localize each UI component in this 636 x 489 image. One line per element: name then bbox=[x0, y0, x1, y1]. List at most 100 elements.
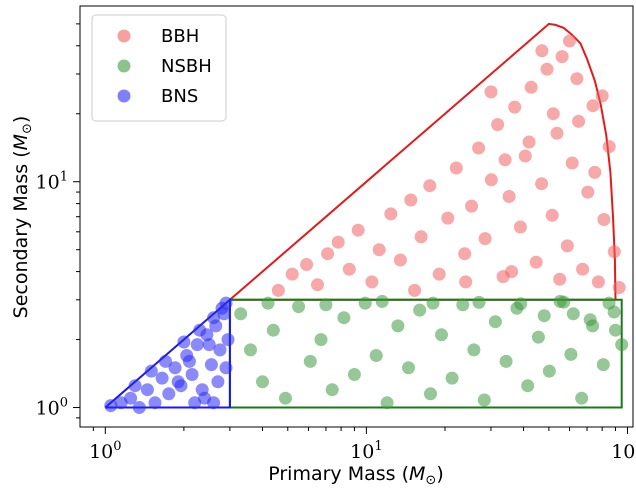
point-bbh-32 bbox=[540, 62, 554, 76]
point-bbh-11 bbox=[393, 253, 407, 267]
point-bbh-17 bbox=[449, 161, 463, 175]
point-nsbh-35 bbox=[615, 338, 629, 352]
point-bbh-22 bbox=[484, 173, 498, 187]
point-bbh-18 bbox=[458, 247, 472, 261]
point-nsbh-3 bbox=[266, 323, 280, 337]
point-bbh-19 bbox=[465, 199, 479, 213]
point-bbh-40 bbox=[581, 185, 595, 199]
point-bbh-31 bbox=[535, 177, 549, 191]
point-nsbh-9 bbox=[337, 311, 351, 325]
point-nsbh-7 bbox=[314, 333, 328, 347]
point-bbh-37 bbox=[565, 156, 579, 170]
point-bbh-36 bbox=[560, 239, 574, 253]
region-bbh bbox=[229, 22, 617, 301]
point-bbh-43 bbox=[597, 213, 611, 226]
point-bbh-29 bbox=[524, 80, 538, 94]
point-bbh-30 bbox=[529, 255, 543, 269]
point-nsbh-22 bbox=[477, 393, 491, 407]
x-axis-label: Primary Mass (M⊙) bbox=[268, 463, 443, 488]
point-nsbh-30 bbox=[564, 347, 578, 361]
y-tick-label: 101 bbox=[36, 170, 68, 194]
point-nsbh-37 bbox=[319, 298, 333, 312]
x-tick-label: 101 bbox=[350, 439, 382, 463]
point-bbh-46 bbox=[612, 281, 626, 294]
point-nsbh-31 bbox=[575, 391, 589, 405]
point-nsbh-8 bbox=[325, 383, 339, 397]
point-nsbh-6 bbox=[303, 354, 317, 368]
point-bbh-4 bbox=[321, 247, 335, 261]
point-bns-31 bbox=[128, 379, 142, 393]
point-nsbh-1 bbox=[244, 343, 257, 357]
point-bbh-33 bbox=[545, 208, 559, 222]
point-bns-2 bbox=[124, 391, 138, 405]
point-nsbh-24 bbox=[499, 354, 513, 368]
point-nsbh-21 bbox=[467, 343, 481, 357]
point-bns-26 bbox=[144, 364, 158, 378]
legend-marker-bbh bbox=[117, 29, 131, 43]
y-tick-label: 100 bbox=[36, 396, 68, 420]
point-bbh-6 bbox=[342, 262, 356, 276]
point-nsbh-13 bbox=[380, 396, 394, 410]
point-bns-15 bbox=[204, 358, 218, 372]
point-bbh-14 bbox=[423, 179, 437, 193]
point-nsbh-36 bbox=[261, 296, 275, 310]
point-nsbh-11 bbox=[358, 296, 372, 310]
point-nsbh-15 bbox=[402, 361, 415, 375]
point-nsbh-2 bbox=[256, 375, 269, 389]
point-bns-19 bbox=[221, 333, 235, 347]
point-nsbh-39 bbox=[426, 296, 440, 310]
point-bns-35 bbox=[207, 396, 221, 410]
point-bbh-48 bbox=[459, 275, 473, 289]
point-bbh-9 bbox=[372, 243, 386, 257]
point-bns-21 bbox=[177, 335, 191, 349]
point-bns-6 bbox=[155, 371, 169, 385]
point-nsbh-5 bbox=[292, 300, 306, 314]
legend-marker-nsbh bbox=[117, 59, 131, 73]
point-nsbh-17 bbox=[424, 387, 437, 401]
point-bbh-26 bbox=[508, 100, 522, 114]
point-bns-27 bbox=[171, 375, 185, 389]
legend-label-bbh: BBH bbox=[161, 26, 199, 47]
legend: BBH NSBH BNS bbox=[91, 14, 227, 122]
point-bbh-12 bbox=[404, 193, 418, 207]
point-bns-0 bbox=[104, 399, 118, 413]
point-bbh-42 bbox=[591, 275, 605, 289]
point-bns-11 bbox=[185, 368, 199, 381]
point-bbh-54 bbox=[522, 135, 536, 149]
point-bns-22 bbox=[193, 323, 207, 337]
point-bbh-7 bbox=[351, 223, 365, 237]
point-bbh-28 bbox=[518, 149, 532, 163]
point-nsbh-38 bbox=[375, 294, 389, 308]
point-nsbh-42 bbox=[557, 295, 571, 309]
point-nsbh-18 bbox=[435, 328, 448, 342]
point-bbh-59 bbox=[498, 153, 512, 167]
point-bns-7 bbox=[162, 387, 176, 401]
data-points bbox=[104, 34, 629, 414]
point-nsbh-19 bbox=[445, 371, 459, 385]
point-bbh-38 bbox=[570, 72, 584, 86]
point-bbh-0 bbox=[271, 283, 285, 297]
point-bbh-2 bbox=[300, 258, 314, 271]
point-bns-32 bbox=[182, 354, 196, 368]
legend-label-bns: BNS bbox=[161, 86, 198, 107]
point-nsbh-14 bbox=[391, 319, 405, 333]
point-nsbh-47 bbox=[537, 309, 551, 323]
point-bbh-5 bbox=[331, 235, 345, 249]
point-nsbh-46 bbox=[609, 323, 622, 337]
point-bns-34 bbox=[219, 361, 233, 375]
point-bbh-35 bbox=[555, 50, 569, 64]
point-nsbh-23 bbox=[488, 315, 502, 329]
point-bbh-57 bbox=[595, 89, 609, 103]
point-bns-4 bbox=[140, 383, 154, 397]
point-bns-20 bbox=[159, 354, 172, 368]
point-bns-25 bbox=[219, 296, 233, 310]
point-bbh-47 bbox=[408, 283, 422, 297]
point-nsbh-40 bbox=[472, 295, 486, 309]
point-bbh-56 bbox=[588, 165, 602, 179]
point-bbh-34 bbox=[550, 126, 564, 140]
point-bbh-41 bbox=[586, 99, 600, 113]
point-nsbh-28 bbox=[542, 364, 556, 378]
point-nsbh-10 bbox=[347, 368, 361, 381]
point-bns-30 bbox=[188, 396, 202, 410]
region-bns bbox=[104, 297, 231, 409]
